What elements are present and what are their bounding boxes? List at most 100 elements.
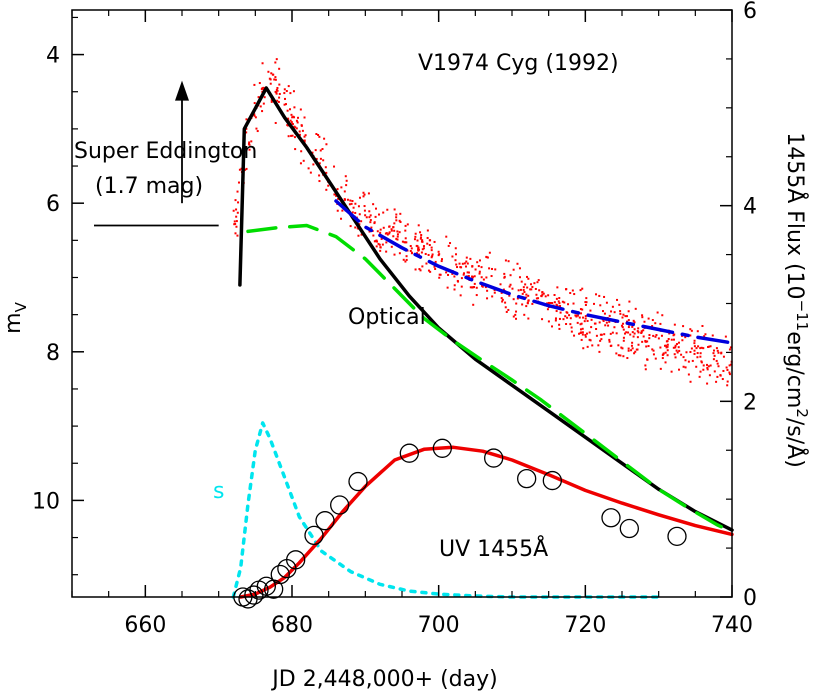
optical-observation-dot [716,362,719,365]
optical-observation-dot [463,262,466,265]
optical-observation-dot [644,368,647,371]
optical-observation-dot [300,124,303,127]
optical-observation-dot [419,237,422,240]
optical-observation-dot [621,347,624,350]
optical-observation-dot [712,352,715,355]
optical-observation-dot [388,231,391,234]
optical-observation-dot [378,213,381,216]
optical-observation-dot [276,86,279,89]
optical-observation-dot [491,267,494,270]
optical-observation-dot [258,82,261,85]
optical-observation-dot [685,351,688,354]
optical-observation-dot [451,272,454,275]
optical-observation-dot [235,225,238,228]
optical-observation-dot [401,240,404,243]
optical-observation-dot [274,76,277,79]
uv-observation-point [601,508,621,528]
optical-observation-dot [471,286,474,289]
optical-observation-dot [505,310,508,313]
optical-observation-dot [568,314,571,317]
optical-observation-dot [511,287,514,290]
optical-observation-dot [527,317,530,320]
optical-observation-dot [276,99,279,102]
optical-observation-dot [322,159,325,162]
optical-observation-dot [659,346,662,349]
optical-observation-dot [261,62,264,65]
optical-observation-dot [430,246,433,249]
optical-observation-dot [292,90,295,93]
optical-observation-dot [501,298,504,301]
optical-observation-dot [486,289,489,292]
optical-observation-dot [633,328,636,331]
optical-observation-dot [232,209,235,212]
optical-observation-dot [396,235,399,238]
optical-observation-dot [261,87,264,90]
optical-observation-dot [556,304,559,307]
optical-observation-dot [666,345,669,348]
optical-observation-dot [648,337,651,340]
optical-observation-dot [632,319,635,322]
optical-observation-dot [551,302,554,305]
optical-observation-dot [580,338,583,341]
optical-observation-dot [422,247,425,250]
uv-observation-point [619,518,639,539]
x-tick-label: 660 [124,613,166,638]
optical-observation-dot [430,256,433,259]
optical-observation-dot [534,287,537,290]
optical-observation-dot [440,260,443,263]
optical-observation-dot [651,348,654,351]
optical-observation-dot [631,325,634,328]
optical-observation-dot [289,92,292,95]
optical-observation-dot [544,295,547,298]
optical-observation-dot [708,345,711,348]
optical-observation-dot [274,121,277,124]
optical-observation-dot [349,199,352,202]
optical-observation-dot [581,308,584,311]
optical-observation-dot [711,334,714,337]
optical-observation-dot [661,353,664,356]
optical-observation-dot [654,322,657,325]
optical-observation-dot [369,221,372,224]
optical-observation-dot [248,141,251,144]
optical-observation-dot [504,306,507,309]
optical-observation-dot [488,251,491,254]
optical-observation-dot [652,353,655,356]
optical-observation-dot [467,271,470,274]
optical-observation-dot [340,217,343,220]
optical-observation-dot [287,85,290,88]
optical-observation-dot [729,346,732,349]
optical-observation-dot [469,286,472,289]
optical-observation-dot [588,331,591,334]
optical-observation-dot [392,226,395,229]
optical-observation-dot [720,351,723,354]
optical-observation-dot [486,256,489,259]
optical-observation-dot [609,344,612,347]
optical-observation-dot [427,253,430,256]
optical-observation-dot [274,90,277,93]
optical-observation-dot [323,137,326,140]
optical-observation-dot [709,345,712,348]
optical-observation-dot [676,351,679,354]
optical-observation-dot [557,300,560,303]
series-line-3 [231,421,661,599]
optical-observation-dot [485,276,488,279]
optical-observation-dot [646,340,649,343]
optical-observation-dot [327,184,330,187]
optical-observation-dot [576,321,579,324]
optical-observation-dot [395,216,398,219]
optical-observation-dot [584,317,587,320]
optical-observation-dot [684,359,687,362]
optical-observation-dot [608,338,611,341]
optical-observation-dot [467,275,470,278]
optical-observation-dot [298,133,301,136]
optical-observation-dot [346,198,349,201]
optical-observation-dot [473,275,476,278]
optical-observation-dot [424,252,427,255]
uv-observation-point [484,448,504,468]
optical-observation-dot [406,223,409,226]
optical-observation-dot [369,219,372,222]
optical-observation-dot [590,318,593,321]
optical-observation-dot [290,121,293,124]
optical-observation-dot [405,255,408,258]
optical-observation-dot [558,323,561,326]
